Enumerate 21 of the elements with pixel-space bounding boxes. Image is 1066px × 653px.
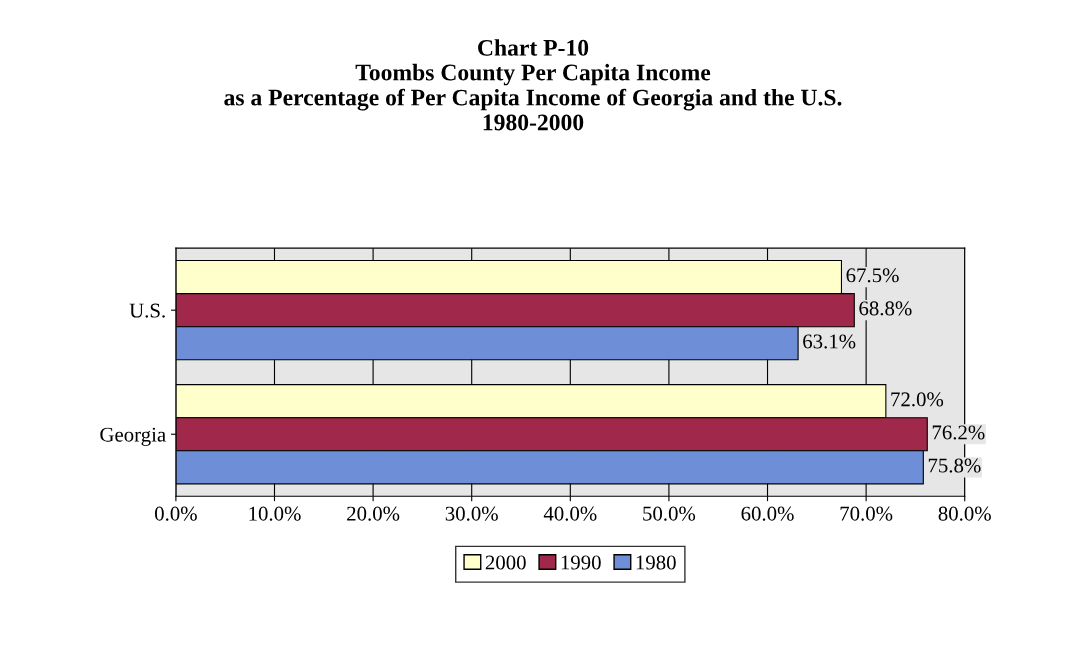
y-tick-label: Georgia (100, 427, 166, 446)
legend-label: 1980 (636, 555, 676, 570)
x-tick-label: 10.0% (249, 506, 301, 521)
x-tick-label: 30.0% (445, 506, 498, 521)
x-tick-label: 70.0% (840, 506, 893, 521)
x-tick-label: 80.0% (938, 506, 991, 521)
data-label: 67.5% (846, 268, 899, 283)
x-tick-label: 60.0% (741, 506, 794, 521)
legend-label: 2000 (485, 555, 526, 570)
data-label: 63.1% (803, 334, 856, 349)
chart-title: Chart P-10 Toombs County Per Capita Income as a Percentage of Per Capita Income of Georgia and the U.S. 1980-2000 (224, 39, 842, 131)
data-label: 72.0% (891, 392, 944, 407)
data-label: 76.2% (932, 425, 985, 440)
data-label: 68.8% (859, 301, 912, 316)
x-tick-label: 40.0% (543, 506, 597, 521)
x-tick-label: 50.0% (643, 506, 696, 521)
data-label: 75.8% (928, 458, 981, 473)
x-tick-label: 0.0% (154, 506, 197, 521)
x-tick-label: 20.0% (347, 506, 400, 521)
legend-label: 1990 (561, 555, 601, 570)
y-tick-label: U.S. (129, 303, 165, 318)
